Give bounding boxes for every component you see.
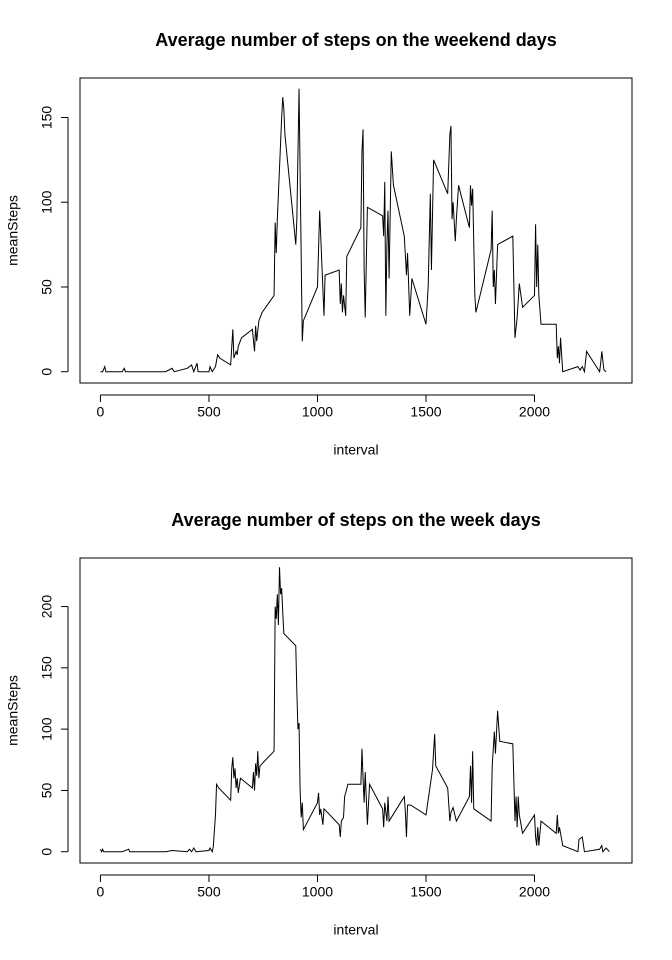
x-tick-label: 2000 [519,404,550,420]
y-tick-label: 150 [39,656,55,680]
x-tick-label: 500 [197,404,221,420]
y-tick-label: 100 [39,717,55,741]
y-tick-label: 0 [39,848,55,856]
y-axis-label: meanSteps [5,195,21,266]
x-tick-label: 0 [97,884,105,900]
y-tick-label: 50 [39,279,55,295]
data-line [100,88,607,374]
y-axis-label: meanSteps [5,675,21,746]
x-axis-label: interval [333,922,378,938]
x-tick-label: 2000 [519,884,550,900]
x-tick-label: 1000 [302,884,333,900]
x-tick-label: 1000 [302,404,333,420]
y-tick-label: 200 [39,595,55,619]
y-tick-label: 150 [39,106,55,130]
chart-title: Average number of steps on the week days [171,510,540,530]
plot-box [79,557,633,864]
x-tick-label: 1500 [410,404,441,420]
x-tick-label: 0 [97,404,105,420]
data-line [99,567,610,854]
y-tick-label: 50 [39,782,55,798]
plot-box [79,77,633,384]
chart-title: Average number of steps on the weekend d… [155,30,556,50]
x-tick-label: 500 [197,884,221,900]
x-axis-label: interval [333,442,378,458]
y-tick-label: 0 [39,368,55,376]
y-tick-label: 100 [39,190,55,214]
x-tick-label: 1500 [410,884,441,900]
